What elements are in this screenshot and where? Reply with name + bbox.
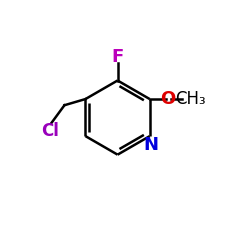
Text: Cl: Cl xyxy=(41,122,58,140)
Text: CH₃: CH₃ xyxy=(175,90,206,108)
Text: N: N xyxy=(144,136,158,154)
Text: F: F xyxy=(112,48,124,66)
Text: O: O xyxy=(160,90,176,108)
